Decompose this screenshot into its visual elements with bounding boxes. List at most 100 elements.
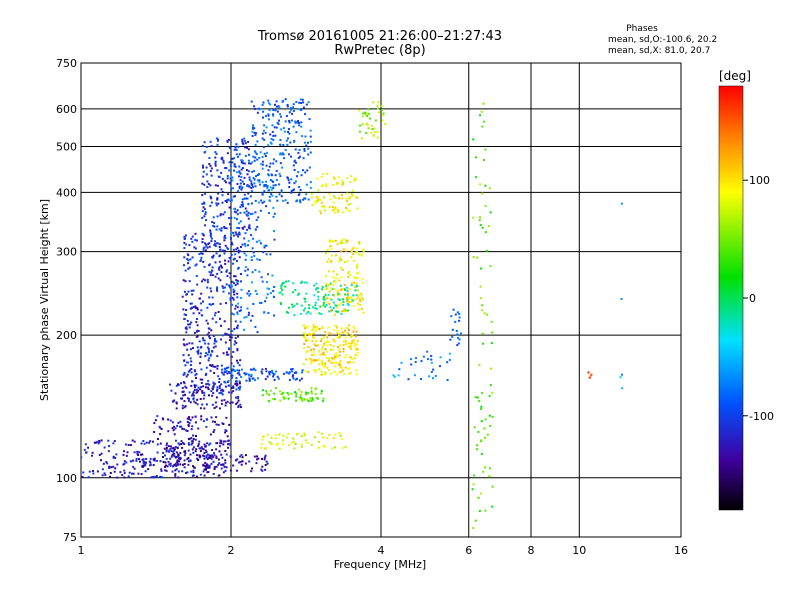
- data-point: [160, 428, 163, 430]
- data-point: [206, 346, 209, 349]
- data-point: [287, 128, 290, 131]
- data-point: [287, 130, 289, 133]
- data-point: [173, 455, 176, 458]
- data-point: [256, 158, 259, 161]
- data-point: [292, 282, 295, 285]
- scatter-points: [81, 98, 624, 529]
- data-point: [223, 225, 226, 228]
- data-point: [490, 342, 493, 345]
- data-point: [356, 284, 359, 287]
- data-point: [244, 154, 247, 157]
- data-point: [219, 279, 222, 282]
- data-point: [261, 389, 264, 392]
- data-point: [291, 370, 294, 373]
- data-point: [296, 377, 298, 380]
- data-point: [336, 332, 339, 335]
- data-point: [152, 440, 154, 443]
- phase-summary-heading: Phases: [626, 24, 658, 34]
- data-point: [233, 217, 236, 219]
- data-point: [228, 272, 231, 275]
- data-point: [204, 279, 207, 282]
- data-point: [430, 355, 433, 357]
- data-point: [258, 108, 261, 111]
- data-point: [239, 179, 242, 182]
- data-point: [258, 201, 260, 204]
- data-point: [162, 451, 165, 454]
- data-point: [321, 364, 324, 366]
- data-point: [189, 453, 192, 456]
- data-point: [355, 343, 358, 346]
- data-point: [355, 247, 358, 250]
- data-point: [258, 270, 261, 273]
- data-point: [357, 109, 360, 112]
- data-point: [224, 234, 226, 237]
- data-point: [187, 290, 190, 293]
- data-point: [273, 373, 276, 375]
- data-point: [219, 213, 222, 216]
- data-point: [265, 447, 268, 450]
- data-point: [215, 416, 218, 419]
- data-point: [294, 378, 297, 381]
- data-point: [235, 248, 238, 251]
- data-point: [266, 287, 269, 290]
- data-point: [271, 130, 274, 133]
- data-point: [286, 105, 289, 108]
- data-point: [290, 368, 292, 371]
- data-point: [215, 137, 218, 140]
- data-point: [213, 429, 216, 431]
- data-point: [347, 293, 349, 296]
- data-point: [347, 304, 350, 307]
- data-point: [203, 443, 206, 446]
- data-point: [265, 296, 268, 299]
- data-point: [342, 347, 345, 350]
- data-point: [228, 339, 231, 342]
- data-point: [344, 261, 346, 263]
- data-point: [236, 372, 239, 375]
- data-point: [313, 294, 316, 297]
- data-point: [333, 362, 335, 364]
- data-point: [274, 103, 276, 106]
- data-point: [196, 403, 199, 406]
- data-point: [148, 460, 151, 463]
- data-point: [358, 130, 361, 133]
- data-point: [337, 345, 339, 348]
- data-point: [369, 132, 372, 134]
- data-point: [338, 354, 341, 357]
- data-point: [231, 243, 234, 246]
- data-point: [238, 170, 241, 173]
- data-point: [489, 384, 492, 386]
- data-point: [264, 468, 267, 471]
- data-point: [254, 211, 257, 214]
- data-point: [223, 227, 226, 230]
- data-point: [328, 310, 331, 313]
- data-point: [254, 151, 257, 154]
- data-point: [213, 468, 216, 470]
- data-point: [258, 239, 261, 242]
- data-point: [227, 379, 230, 382]
- data-point: [356, 348, 359, 351]
- data-point: [265, 390, 268, 393]
- data-point: [249, 319, 252, 322]
- data-point: [130, 460, 133, 463]
- data-point: [338, 303, 341, 306]
- data-point: [284, 285, 287, 288]
- data-point: [293, 371, 296, 374]
- data-point: [201, 194, 204, 197]
- data-point: [339, 434, 342, 437]
- data-point: [332, 358, 335, 361]
- data-point: [295, 371, 298, 374]
- data-point: [338, 363, 341, 366]
- data-point: [143, 461, 146, 464]
- data-point: [346, 327, 349, 330]
- data-point: [237, 386, 240, 389]
- data-point: [223, 465, 226, 468]
- data-point: [471, 488, 474, 491]
- data-point: [195, 435, 197, 437]
- data-point: [207, 359, 210, 362]
- data-point: [344, 336, 347, 339]
- data-point: [91, 451, 94, 454]
- data-point: [179, 397, 182, 400]
- data-point: [301, 280, 304, 283]
- data-point: [320, 373, 323, 376]
- data-point: [172, 465, 175, 468]
